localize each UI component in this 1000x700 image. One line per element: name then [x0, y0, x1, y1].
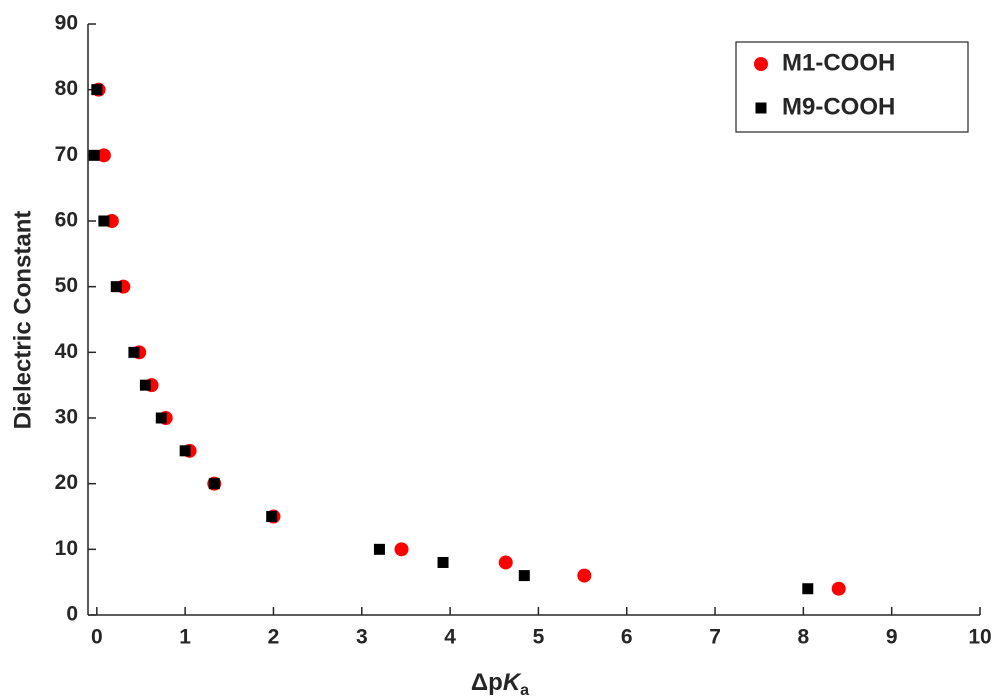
data-point: [98, 215, 110, 227]
y-tick-label: 30: [55, 406, 78, 429]
data-point: [128, 346, 140, 358]
y-tick-label: 70: [55, 143, 78, 166]
x-tick-label: 3: [356, 626, 368, 649]
legend-marker: [754, 57, 768, 71]
x-label-part: a: [520, 682, 529, 699]
y-tick-label: 20: [55, 471, 78, 494]
data-point: [110, 281, 122, 293]
data-point: [179, 445, 191, 457]
data-point: [266, 511, 278, 522]
x-label-part: K: [503, 669, 522, 696]
x-axis-label: ΔpKa: [471, 669, 529, 699]
x-tick-label: 7: [709, 626, 721, 649]
x-tick-label: 0: [91, 626, 103, 649]
data-point: [802, 583, 814, 595]
data-point: [373, 543, 385, 555]
y-tick-label: 80: [55, 77, 78, 100]
x-tick-label: 9: [886, 626, 898, 649]
data-point: [577, 568, 592, 583]
data-point: [518, 570, 530, 582]
legend-label: M1-COOH: [782, 49, 895, 76]
x-tick-label: 4: [444, 626, 456, 649]
legend-box: [735, 41, 969, 133]
y-tick-label: 10: [55, 537, 78, 560]
legend-marker: [755, 102, 767, 114]
y-tick-label: 60: [55, 209, 78, 232]
y-tick-label: 0: [66, 603, 78, 626]
y-axis-label: Dielectric Constant: [9, 211, 36, 430]
data-point: [208, 478, 220, 490]
data-point: [88, 149, 100, 161]
x-tick-label: 1: [179, 626, 191, 649]
data-point: [394, 542, 409, 557]
y-tick-label: 50: [55, 274, 78, 297]
y-tick-label: 90: [55, 12, 78, 35]
data-point: [96, 148, 111, 163]
data-point: [155, 412, 167, 424]
data-point: [831, 581, 846, 596]
data-point: [139, 379, 151, 391]
x-tick-label: 8: [798, 626, 810, 649]
x-label-part: Δp: [471, 669, 503, 696]
legend-label: M9-COOH: [782, 93, 895, 120]
x-tick-label: 2: [268, 626, 280, 649]
data-point: [437, 556, 449, 568]
data-point: [91, 84, 103, 96]
x-tick-label: 5: [533, 626, 545, 649]
data-point: [498, 555, 513, 570]
x-tick-label: 6: [621, 626, 633, 649]
x-tick-label: 10: [968, 626, 991, 649]
y-tick-label: 40: [55, 340, 78, 363]
